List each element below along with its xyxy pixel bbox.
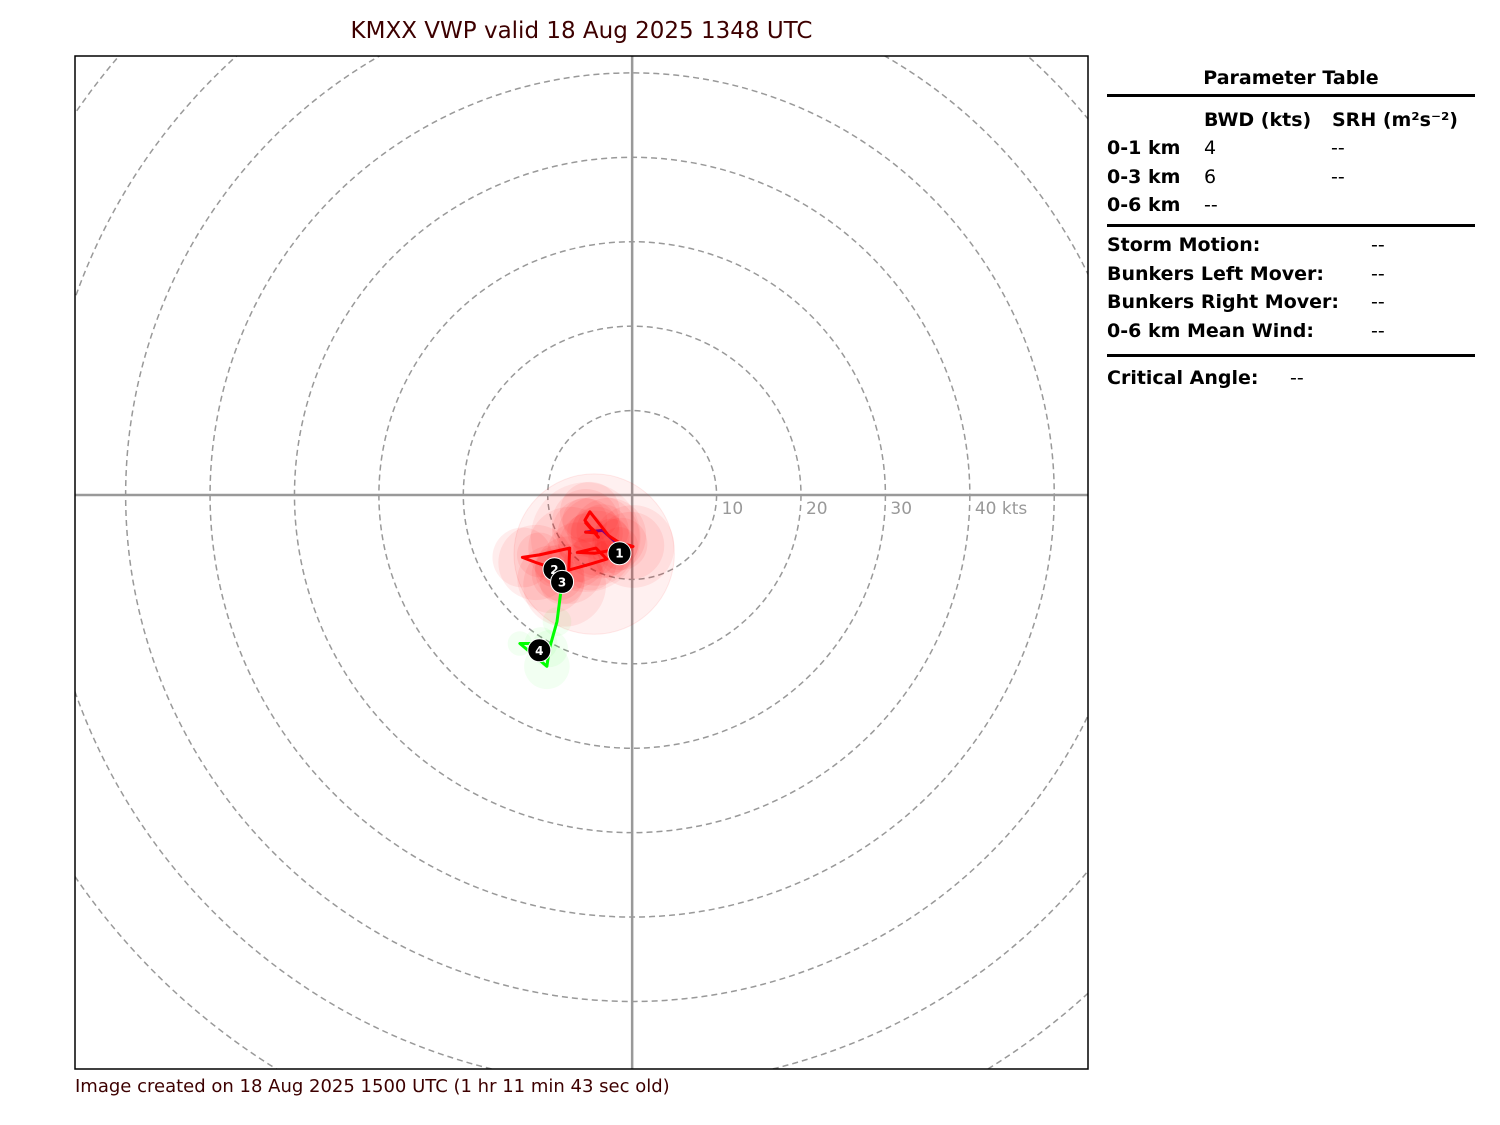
marker-label: 4: [535, 644, 543, 658]
height-marker-4km: 4: [527, 638, 552, 663]
plot-frame: [74, 55, 1089, 1070]
ring-label-40: 40 kts: [975, 499, 1028, 519]
table-header-row: BWD (kts) SRH (m²s⁻²): [1107, 97, 1475, 137]
bwd-value: --: [1204, 194, 1218, 216]
height-marker-3km: 3: [550, 569, 575, 594]
table-row-0-3km: 0-3 km 6 --: [1107, 166, 1475, 195]
storm-motion-value: --: [1371, 234, 1385, 256]
mean-wind-value: --: [1371, 319, 1385, 342]
parameter-table-title: Parameter Table: [1203, 67, 1379, 89]
marker-label: 3: [558, 575, 566, 589]
bunkers-left-label: Bunkers Left Mover:: [1107, 262, 1324, 285]
marker-label: 1: [615, 547, 623, 561]
bwd-value: 6: [1204, 165, 1217, 188]
marker-dot: [550, 569, 575, 594]
table-row-0-6km: 0-6 km --: [1107, 194, 1475, 224]
bunkers-right-label: Bunkers Right Mover:: [1107, 291, 1340, 313]
chart-title: KMXX VWP valid 18 Aug 2025 1348 UTC: [350, 18, 813, 44]
bunkers-left-row: Bunkers Left Mover: --: [1107, 263, 1475, 292]
ring-label-20: 20: [806, 499, 828, 519]
bunkers-right-row: Bunkers Right Mover: --: [1107, 291, 1475, 320]
image-created-note: Image created on 18 Aug 2025 1500 UTC (1…: [75, 1076, 670, 1097]
table-row-0-1km: 0-1 km 4 --: [1107, 137, 1475, 166]
critical-angle-value: --: [1290, 367, 1304, 389]
row-label: 0-1 km: [1107, 137, 1181, 159]
mean-wind-label: 0-6 km Mean Wind:: [1107, 319, 1314, 342]
marker-dot: [527, 638, 552, 663]
bwd-value: 4: [1204, 137, 1217, 159]
row-label: 0-3 km: [1107, 165, 1181, 188]
ring-label-10: 10: [722, 499, 744, 519]
storm-motion-label: Storm Motion:: [1107, 234, 1261, 256]
row-label: 0-6 km: [1107, 194, 1181, 216]
height-markers: 1 23 4: [527, 541, 632, 663]
srh-column-header: SRH (m²s⁻²): [1332, 109, 1458, 131]
bunkers-right-value: --: [1371, 291, 1385, 313]
bunkers-left-value: --: [1371, 262, 1385, 285]
divider: [1107, 224, 1475, 227]
critical-angle-row: Critical Angle: --: [1107, 367, 1475, 396]
divider: [1107, 354, 1475, 357]
srh-value: --: [1331, 165, 1345, 188]
critical-angle-label: Critical Angle:: [1107, 367, 1259, 389]
mean-wind-row: 0-6 km Mean Wind: --: [1107, 320, 1475, 349]
crosshair-axes: [75, 56, 1088, 1069]
srh-value: --: [1331, 137, 1345, 159]
marker-label: 2: [550, 563, 558, 577]
height-marker-1km: 1: [607, 541, 632, 566]
ring-labels: 10 20 30 40 kts: [722, 499, 1028, 519]
storm-motion-row: Storm Motion: --: [1107, 234, 1475, 263]
divider: [1107, 94, 1475, 97]
parameter-table: Parameter Table BWD (kts) SRH (m²s⁻²) 0-…: [1107, 64, 1475, 396]
marker-dot: [607, 541, 632, 566]
ring-label-30: 30: [890, 499, 912, 519]
bwd-column-header: BWD (kts): [1204, 109, 1312, 131]
